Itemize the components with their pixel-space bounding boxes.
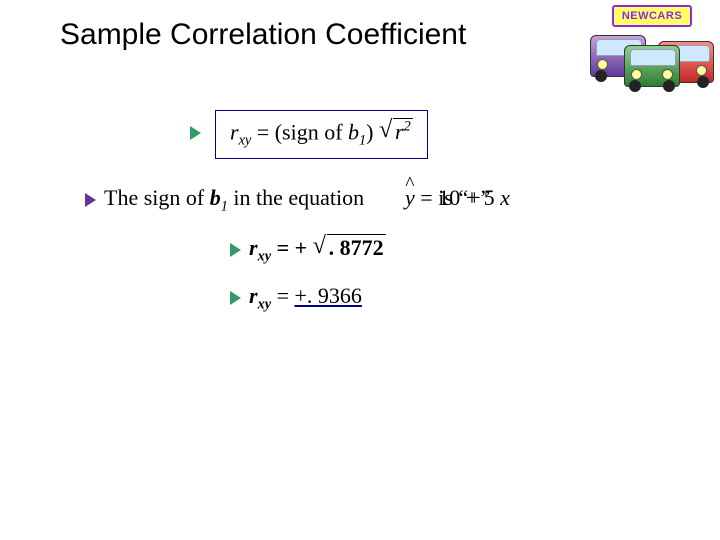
formula-r-sub: xy <box>239 133 252 149</box>
formula-paren-open: ( <box>275 119 282 144</box>
line1-equation: y = 10 + 5 is “+” x <box>405 185 510 211</box>
line3-eq: = <box>271 283 294 308</box>
formula-signof: sign of <box>282 119 348 144</box>
line2-text: rxy = + . 8772 <box>249 235 386 265</box>
line1-mid: in the equation <box>228 185 364 210</box>
page-title: Sample Correlation Coefficient <box>60 18 466 52</box>
formula-r: r <box>230 119 239 144</box>
line3-r: r <box>249 283 258 308</box>
bullet-line3: rxy = +. 9366 <box>230 283 362 313</box>
line1-b-sub: 1 <box>221 198 228 214</box>
line2-mid: = + <box>271 235 313 260</box>
line1-text: The sign of b1 in the equation <box>104 185 364 215</box>
bullet-arrow-icon <box>85 193 96 207</box>
line1-eq: = <box>420 185 438 210</box>
line3-val: +. 9366 <box>294 283 361 308</box>
line2-sqrt-val: . 8772 <box>327 234 386 260</box>
car-icon <box>624 45 680 87</box>
formula-sqrt-sym: r <box>395 119 404 144</box>
bullet-arrow-icon <box>230 243 241 257</box>
line2-r-sub: xy <box>258 248 272 264</box>
line1-x: x <box>500 185 510 210</box>
bullet-line2: rxy = + . 8772 <box>230 235 386 265</box>
line1-yhat: y <box>405 185 415 211</box>
sqrt-icon: . 8772 <box>313 235 386 261</box>
line3-r-sub: xy <box>258 296 272 312</box>
line2-r: r <box>249 235 258 260</box>
sqrt-icon: r2 <box>379 119 413 145</box>
formula-eq: = <box>257 119 275 144</box>
bullet-arrow-icon <box>190 126 201 140</box>
newcars-sign: NEWCARS <box>612 5 692 27</box>
bullet-formula <box>190 126 201 140</box>
line3-text: rxy = +. 9366 <box>249 283 362 313</box>
formula-sqrt-exp: 2 <box>404 119 411 135</box>
bullet-arrow-icon <box>230 291 241 305</box>
line1-tail-overlay: is “+” <box>438 185 490 211</box>
slide: Sample Correlation Coefficient NEWCARS r… <box>0 0 720 540</box>
bullet-line1: The sign of b1 in the equation <box>85 185 364 215</box>
line1-b: b <box>210 185 221 210</box>
formula-b: b <box>348 119 359 144</box>
newcars-graphic: NEWCARS <box>590 5 710 100</box>
formula-paren-close: ) <box>366 119 373 144</box>
line1-pre: The sign of <box>104 185 210 210</box>
formula-box: rxy = (sign of b1) r2 <box>215 110 428 159</box>
formula-content: rxy = (sign of b1) r2 <box>215 110 428 159</box>
